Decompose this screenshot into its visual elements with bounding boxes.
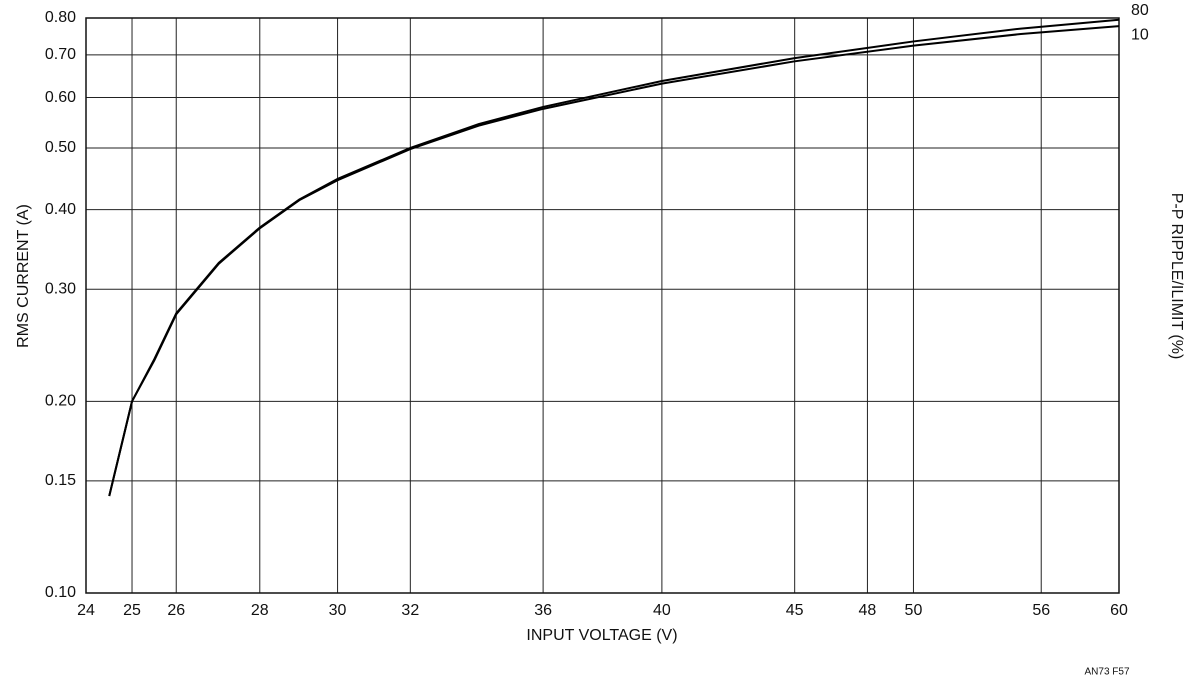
x-tick-label: 60 [1110, 602, 1128, 619]
x-tick-label: 32 [401, 602, 419, 619]
y-tick-label: 0.10 [45, 584, 76, 601]
series-line [108, 25, 1120, 497]
y-tick-label: 0.50 [45, 139, 76, 156]
y2-axis-label: P-P RIPPLE/ILIMIT (%) [1168, 193, 1185, 360]
y-tick-label: 0.20 [45, 393, 76, 410]
x-tick-label: 50 [905, 602, 923, 619]
x-axis-label: INPUT VOLTAGE (V) [526, 627, 677, 644]
series-label: 10 [1131, 26, 1149, 43]
x-tick-label: 40 [653, 602, 671, 619]
y-tick-label: 0.30 [45, 280, 76, 297]
y-tick-label: 0.40 [45, 201, 76, 218]
x-tick-label: 28 [251, 602, 269, 619]
footnote: AN73 F57 [1084, 667, 1129, 678]
x-tick-label: 30 [329, 602, 347, 619]
x-tick-label: 56 [1032, 602, 1050, 619]
x-tick-label: 45 [786, 602, 804, 619]
y-axis-label: RMS CURRENT (A) [15, 204, 32, 348]
series-line [108, 18, 1120, 497]
y-tick-label: 0.60 [45, 89, 76, 106]
x-tick-label: 48 [859, 602, 877, 619]
x-tick-label: 26 [167, 602, 185, 619]
y-tick-label: 0.15 [45, 472, 76, 489]
x-tick-label: 36 [534, 602, 552, 619]
y-tick-label: 0.70 [45, 46, 76, 63]
y-tick-label: 0.80 [45, 9, 76, 26]
x-tick-label: 24 [77, 602, 95, 619]
grid [85, 17, 1120, 594]
series-label: 80 [1131, 2, 1149, 19]
plot-frame [85, 17, 1120, 594]
x-tick-label: 25 [123, 602, 141, 619]
